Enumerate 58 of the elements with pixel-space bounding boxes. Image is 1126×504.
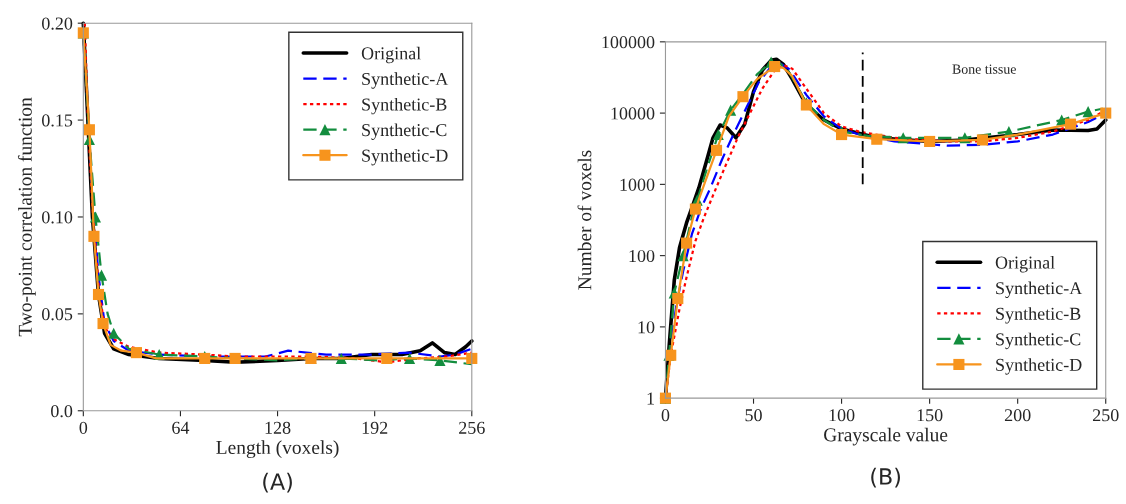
point [1082,106,1094,118]
point [95,269,108,281]
point [681,237,693,249]
x-tick-label: 150 [917,409,943,422]
y-tick-label: 0.0 [51,405,73,418]
y-tick-label: 0.15 [42,114,73,127]
y-tick-label: 100000 [602,36,655,49]
legend-label: Synthetic-C [996,332,1081,350]
point [924,135,936,148]
point [130,347,142,359]
y-tick-label: 100 [629,249,655,263]
text: (B) [871,467,900,488]
legend-label: Synthetic-A [362,72,449,89]
x-tick-label: 128 [265,421,291,434]
x-tick-label: 100 [829,409,855,422]
y-tick-label: 10 [638,321,655,334]
point [710,144,723,156]
x-axis-title: Grayscale value [824,427,948,446]
legend-label: Original [995,256,1055,273]
x-tick-label: 50 [745,409,762,422]
point [108,327,120,339]
y-tick-label: 1000 [620,178,655,191]
annotation: Bone tissue [952,64,1016,74]
point [769,60,781,73]
y-tick-label: 10000 [611,107,655,120]
x-tick-label: 200 [1004,409,1031,422]
point [83,124,95,136]
point [88,230,100,242]
legend-label: Synthetic-C [362,123,447,140]
legend-label: Original [361,46,421,64]
x-tick-label: 250 [1092,409,1119,422]
point [97,318,109,330]
point [92,288,105,301]
y-tick-label: 0.05 [42,308,73,321]
point [672,292,684,305]
point [381,352,393,364]
legend-label: Synthetic-B [362,97,447,115]
point [871,133,883,145]
y-tick-label: 0.20 [42,17,73,30]
point [1064,118,1077,130]
x-axis-title: Length (voxels) [216,440,339,459]
x-tick-label: 192 [362,421,388,434]
x-tick-label: 0 [79,421,88,434]
point [689,203,701,215]
point [737,91,749,103]
legend-label: Synthetic-D [362,149,448,166]
y-tick-label: 0.10 [42,211,73,224]
text: (A) [263,472,292,493]
y-axis-title: Two-point correlation function [17,97,36,337]
x-tick-label: 0 [661,409,670,422]
x-tick-label: 256 [459,421,485,434]
legend-label: Synthetic-A [996,281,1083,298]
legend-label: Synthetic-B [996,307,1081,324]
point [976,134,989,146]
y-axis-title: Number of voxels [577,150,592,290]
y-tick-label: 1 [647,392,654,405]
x-tick-label: 64 [172,421,190,434]
legend-label: Synthetic-D [996,358,1082,375]
